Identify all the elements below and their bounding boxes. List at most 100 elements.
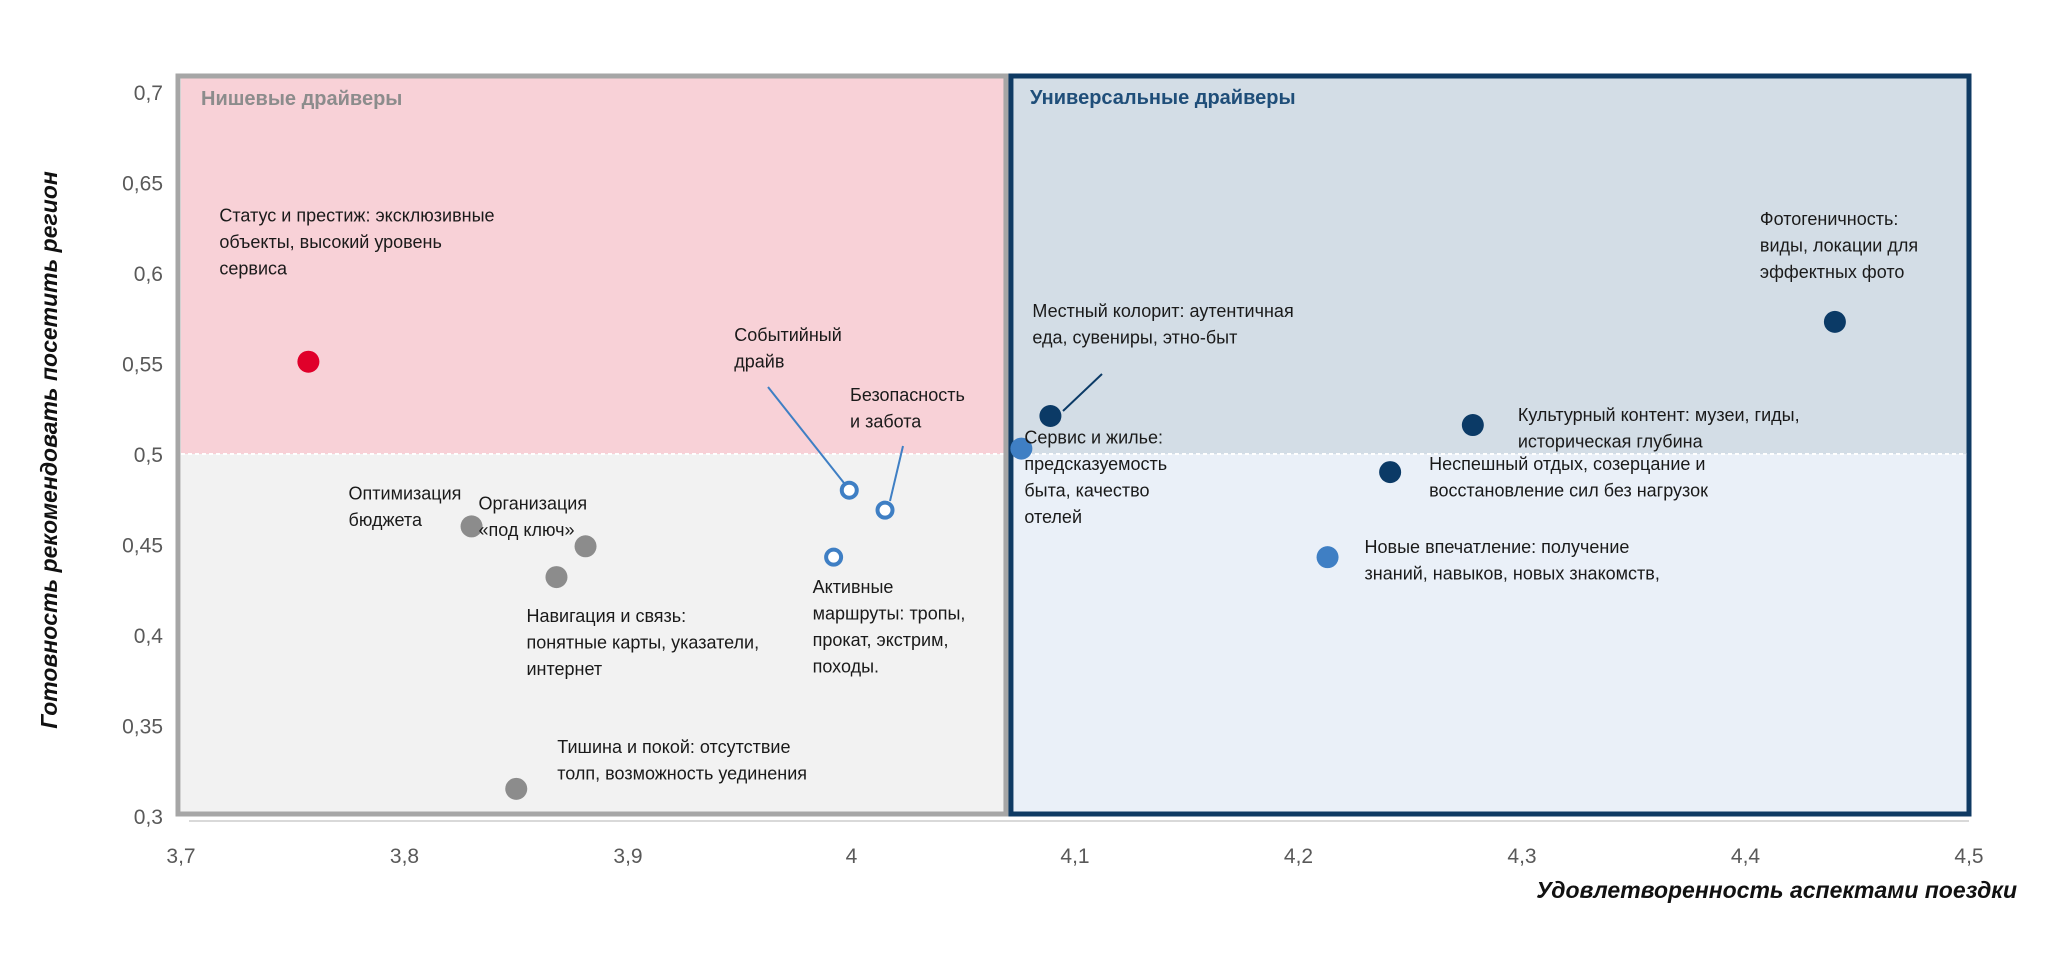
point-label: Культурный контент: музеи, гиды, историче… <box>1518 405 1800 452</box>
x-tick-label: 4,2 <box>1284 845 1313 868</box>
point-label-line: толп, возможность уединения <box>557 763 807 783</box>
data-point-hollow <box>824 547 844 567</box>
point-label-line: еда, сувениры, этно-быт <box>1032 327 1237 347</box>
x-tick-label: 4,3 <box>1507 845 1536 868</box>
point-label-line: отелей <box>1024 507 1082 527</box>
data-point-hollow <box>875 500 895 520</box>
quadrant-backgrounds <box>175 73 1972 817</box>
point-label-line: Культурный контент: музеи, гиды, <box>1518 405 1800 425</box>
point-label-line: понятные карты, указатели, <box>526 633 759 653</box>
point-label-line: Активные <box>813 577 894 597</box>
point-label-line: сервиса <box>219 259 288 279</box>
y-tick-label: 0,7 <box>134 82 163 105</box>
point-label: Сервис и жилье: предсказуемость быта, каче… <box>1024 428 1167 528</box>
point-label-line: Местный колорит: аутентичная <box>1032 301 1293 321</box>
point-label-line: эффектных фото <box>1760 262 1905 282</box>
point-label-line: Статус и престиж: эксклюзивные <box>219 206 494 226</box>
point-label: Тишина и покой: отсутствие толп, возможно… <box>557 737 807 784</box>
quadrant-niche-bottom <box>181 454 1008 816</box>
point-label-line: Организация <box>479 493 588 513</box>
x-tick-label: 4 <box>846 845 858 868</box>
leader-line <box>1062 373 1103 412</box>
point-label-line: виды, локации для <box>1760 235 1918 255</box>
point-label-line: историческая глубина <box>1518 432 1704 452</box>
point-label: Фотогеничность: виды, локации для эффектны… <box>1760 209 1918 282</box>
point-label-line: маршруты: тропы, <box>813 604 966 624</box>
y-tick-label: 0,35 <box>122 716 163 739</box>
x-tick-label: 4,5 <box>1954 845 1983 868</box>
x-axis-title: Удовлетворенность аспектами поездки <box>1536 877 2017 903</box>
point-label-line: интернет <box>526 659 602 679</box>
y-tick-label: 0,4 <box>134 625 164 648</box>
point-label-line: Тишина и покой: отсутствие <box>557 737 790 757</box>
point-label-line: походы. <box>813 657 879 677</box>
point-label-line: и забота <box>850 412 922 432</box>
y-axis-title: Готовность рекомендовать посетить регион <box>36 171 62 729</box>
y-tick-label: 0,45 <box>122 535 163 558</box>
leader-lines <box>767 373 1103 502</box>
quadrant-universal-bottom <box>1007 454 1969 816</box>
quadrant-title-niche: Нишевые драйверы <box>201 88 402 110</box>
data-points <box>297 310 1846 800</box>
quadrant-niche-top <box>181 78 1008 454</box>
point-label-line: Безопасность <box>850 385 965 405</box>
point-label: Неспешный отдых, созерцание и восстановле… <box>1429 454 1708 501</box>
point-label: Статус и престиж: эксклюзивные объекты, в… <box>219 206 494 279</box>
leader-line <box>889 445 904 502</box>
data-point <box>545 566 568 589</box>
x-tick-label: 3,7 <box>166 845 195 868</box>
point-label-line: Новые впечатление: получение <box>1365 537 1630 557</box>
point-label-line: восстановление сил без нагрузок <box>1429 481 1708 501</box>
x-tick-label: 4,1 <box>1060 845 1089 868</box>
y-tick-label: 0,55 <box>122 354 163 377</box>
x-tick-label: 4,4 <box>1731 845 1761 868</box>
y-tick-label: 0,5 <box>134 444 163 467</box>
data-point <box>1379 461 1402 484</box>
data-point <box>574 535 597 558</box>
point-labels: Статус и престиж: эксклюзивные объекты, в… <box>219 206 1918 784</box>
axes: 3,7 3,8 3,9 4 4,1 4,2 4,3 4,4 4,5 0,3 0,35 0,4 0,45 0… <box>122 82 1983 868</box>
data-point <box>1823 310 1846 333</box>
point-label: Местный колорит: аутентичная еда, сувенир… <box>1032 301 1293 348</box>
point-label: Событийный драйв <box>734 325 842 372</box>
point-label-line: знаний, навыков, новых знакомств, <box>1365 564 1660 584</box>
data-point <box>460 515 483 538</box>
y-tick-label: 0,65 <box>122 173 163 196</box>
data-point <box>1316 546 1339 569</box>
quadrant-universal-top <box>1007 78 1969 454</box>
point-label-line: бюджета <box>349 510 423 530</box>
y-tick-label: 0,6 <box>134 263 163 286</box>
quadrant-title-universal: Универсальные драйверы <box>1030 87 1296 109</box>
data-point-hollow <box>839 480 859 500</box>
point-label-line: Неспешный отдых, созерцание и <box>1429 454 1705 474</box>
point-label: Активные маршруты: тропы, прокат, экстрим,… <box>813 577 966 677</box>
point-label: Оптимизация бюджета <box>349 483 462 530</box>
x-tick-label: 3,8 <box>390 845 419 868</box>
point-label-line: Фотогеничность: <box>1760 209 1898 229</box>
data-point <box>1461 414 1484 437</box>
point-label: Организация «под ключ» <box>479 493 588 540</box>
point-label-line: Сервис и жилье: <box>1024 428 1163 448</box>
point-label-line: драйв <box>734 352 784 372</box>
point-label: Новые впечатление: получение знаний, навы… <box>1365 537 1660 584</box>
point-label-line: прокат, экстрим, <box>813 630 949 650</box>
data-point <box>505 777 528 800</box>
x-tick-label: 3,9 <box>613 845 642 868</box>
point-label-line: Навигация и связь: <box>526 606 686 626</box>
data-point <box>297 350 320 373</box>
point-label: Безопасность и забота <box>850 385 965 432</box>
point-label-line: предсказуемость <box>1024 454 1167 474</box>
data-point <box>1010 437 1033 460</box>
data-point <box>1039 404 1062 427</box>
quadrant-universal-border <box>1008 73 1972 817</box>
leader-line <box>767 386 845 484</box>
point-label-line: Оптимизация <box>349 483 462 503</box>
y-tick-label: 0,3 <box>134 806 163 829</box>
point-label-line: быта, качество <box>1024 481 1149 501</box>
quadrant-niche-border <box>175 73 1009 817</box>
point-label-line: Событийный <box>734 325 842 345</box>
point-label-line: «под ключ» <box>479 520 575 540</box>
point-label: Навигация и связь: понятные карты, указат… <box>526 606 759 679</box>
point-label-line: объекты, высокий уровень <box>219 232 441 252</box>
